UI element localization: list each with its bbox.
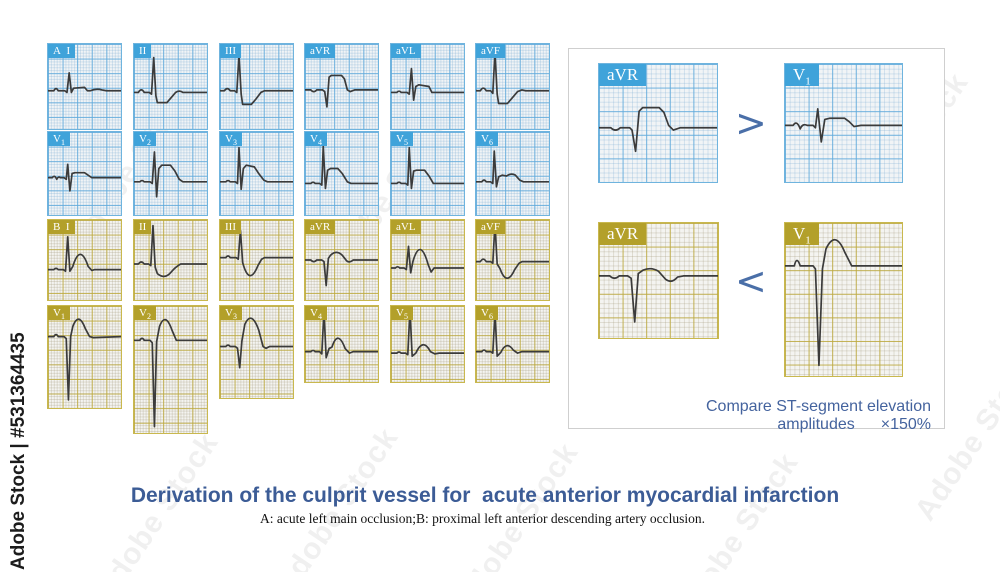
- ecg-b-V3: V3: [219, 305, 294, 399]
- ecg-trace: [391, 44, 464, 129]
- lead-label: V2: [134, 132, 156, 147]
- lead-label: A I: [48, 44, 76, 58]
- lead-label: aVR: [599, 64, 647, 86]
- ecg-trace: [305, 44, 378, 129]
- ecg-a-V4: V4: [304, 131, 379, 216]
- watermark-tile: Adobe Stock: [668, 446, 805, 572]
- figure-title: Derivation of the culprit vessel for acu…: [130, 484, 840, 507]
- lead-label: V1: [48, 132, 70, 147]
- lead-label: V5: [391, 132, 413, 147]
- ecg-b-III: III: [219, 219, 294, 301]
- ecg-trace: [391, 306, 464, 382]
- ecg-trace: [785, 223, 902, 376]
- ecg-a-II: II: [133, 43, 208, 130]
- ecg-trace: [134, 220, 207, 300]
- ecg-a-V3: V3: [219, 131, 294, 216]
- greater-than-symbol: >: [735, 101, 767, 145]
- compare-note-text: Compare ST-segment elevation amplitudes: [706, 398, 931, 433]
- lead-label: aVF: [476, 44, 505, 58]
- ecg-trace: [599, 223, 718, 338]
- ecg-a-V2: V2: [133, 131, 208, 216]
- ecg-trace: [305, 306, 378, 382]
- less-than-symbol: <: [735, 259, 767, 303]
- ecg-b-II: II: [133, 219, 208, 301]
- lead-label: II: [134, 44, 152, 58]
- ecg-b-aVL: aVL: [390, 219, 465, 301]
- ecg-b-V4: V4: [304, 305, 379, 383]
- ecg-a-V1: V1: [47, 131, 122, 216]
- ecg-trace: [220, 44, 293, 129]
- ecg-b-V2: V2: [133, 305, 208, 434]
- ecg-b-aVF: aVF: [475, 219, 550, 301]
- ecg-a-aVL: aVL: [390, 43, 465, 130]
- ecg-a-I: A I: [47, 43, 122, 130]
- lead-label: V4: [305, 132, 327, 147]
- zoom-a-aVR: aVR: [598, 63, 718, 183]
- zoom-b-V1: V1: [784, 222, 903, 377]
- lead-label: V4: [305, 306, 327, 321]
- ecg-a-V5: V5: [390, 131, 465, 216]
- lead-label: V3: [220, 306, 242, 321]
- ecg-trace: [785, 64, 902, 182]
- ecg-trace: [48, 132, 121, 215]
- ecg-b-V5: V5: [390, 305, 465, 383]
- lead-label: aVL: [391, 220, 421, 234]
- lead-label: aVF: [476, 220, 505, 234]
- ecg-trace: [48, 44, 121, 129]
- lead-label: V5: [391, 306, 413, 321]
- ecg-a-aVR: aVR: [304, 43, 379, 130]
- ecg-trace: [476, 44, 549, 129]
- ecg-trace: [391, 132, 464, 215]
- ecg-trace: [476, 132, 549, 215]
- ecg-trace: [305, 220, 378, 300]
- lead-label: aVR: [305, 220, 336, 234]
- ecg-b-I: B I: [47, 219, 122, 301]
- compare-note: Compare ST-segment elevation amplitudes ×…: [568, 398, 931, 434]
- lead-label: aVR: [599, 223, 647, 245]
- lead-label: V1: [785, 223, 819, 246]
- ecg-b-aVR: aVR: [304, 219, 379, 301]
- ecg-trace: [220, 306, 293, 398]
- lead-label: V3: [220, 132, 242, 147]
- ecg-trace: [134, 44, 207, 129]
- ecg-trace: [391, 220, 464, 300]
- ecg-a-aVF: aVF: [475, 43, 550, 130]
- compare-scale-value: ×150%: [880, 416, 931, 433]
- lead-label: III: [220, 220, 241, 234]
- ecg-b-V1: V1: [47, 305, 122, 409]
- adobe-stock-watermark: Adobe Stock | #531364435: [8, 332, 29, 570]
- zoom-a-V1: V1: [784, 63, 903, 183]
- zoom-b-aVR: aVR: [598, 222, 719, 339]
- ecg-trace: [48, 306, 121, 408]
- ecg-trace: [476, 220, 549, 300]
- lead-label: V1: [785, 64, 819, 87]
- lead-label: aVR: [305, 44, 336, 58]
- ecg-trace: [134, 306, 207, 433]
- ecg-b-V6: V6: [475, 305, 550, 383]
- ecg-trace: [220, 132, 293, 215]
- ecg-trace: [476, 306, 549, 382]
- ecg-trace: [599, 64, 717, 182]
- ecg-trace: [134, 132, 207, 215]
- lead-label: V2: [134, 306, 156, 321]
- lead-label: III: [220, 44, 241, 58]
- ecg-trace: [305, 132, 378, 215]
- figure-subtitle: A: acute left main occlusion;B: proximal…: [260, 511, 705, 526]
- ecg-a-V6: V6: [475, 131, 550, 216]
- ecg-trace: [48, 220, 121, 300]
- lead-label: V6: [476, 306, 498, 321]
- ecg-a-III: III: [219, 43, 294, 130]
- lead-label: V6: [476, 132, 498, 147]
- lead-label: aVL: [391, 44, 421, 58]
- lead-label: B I: [48, 220, 75, 234]
- lead-label: V1: [48, 306, 70, 321]
- lead-label: II: [134, 220, 152, 234]
